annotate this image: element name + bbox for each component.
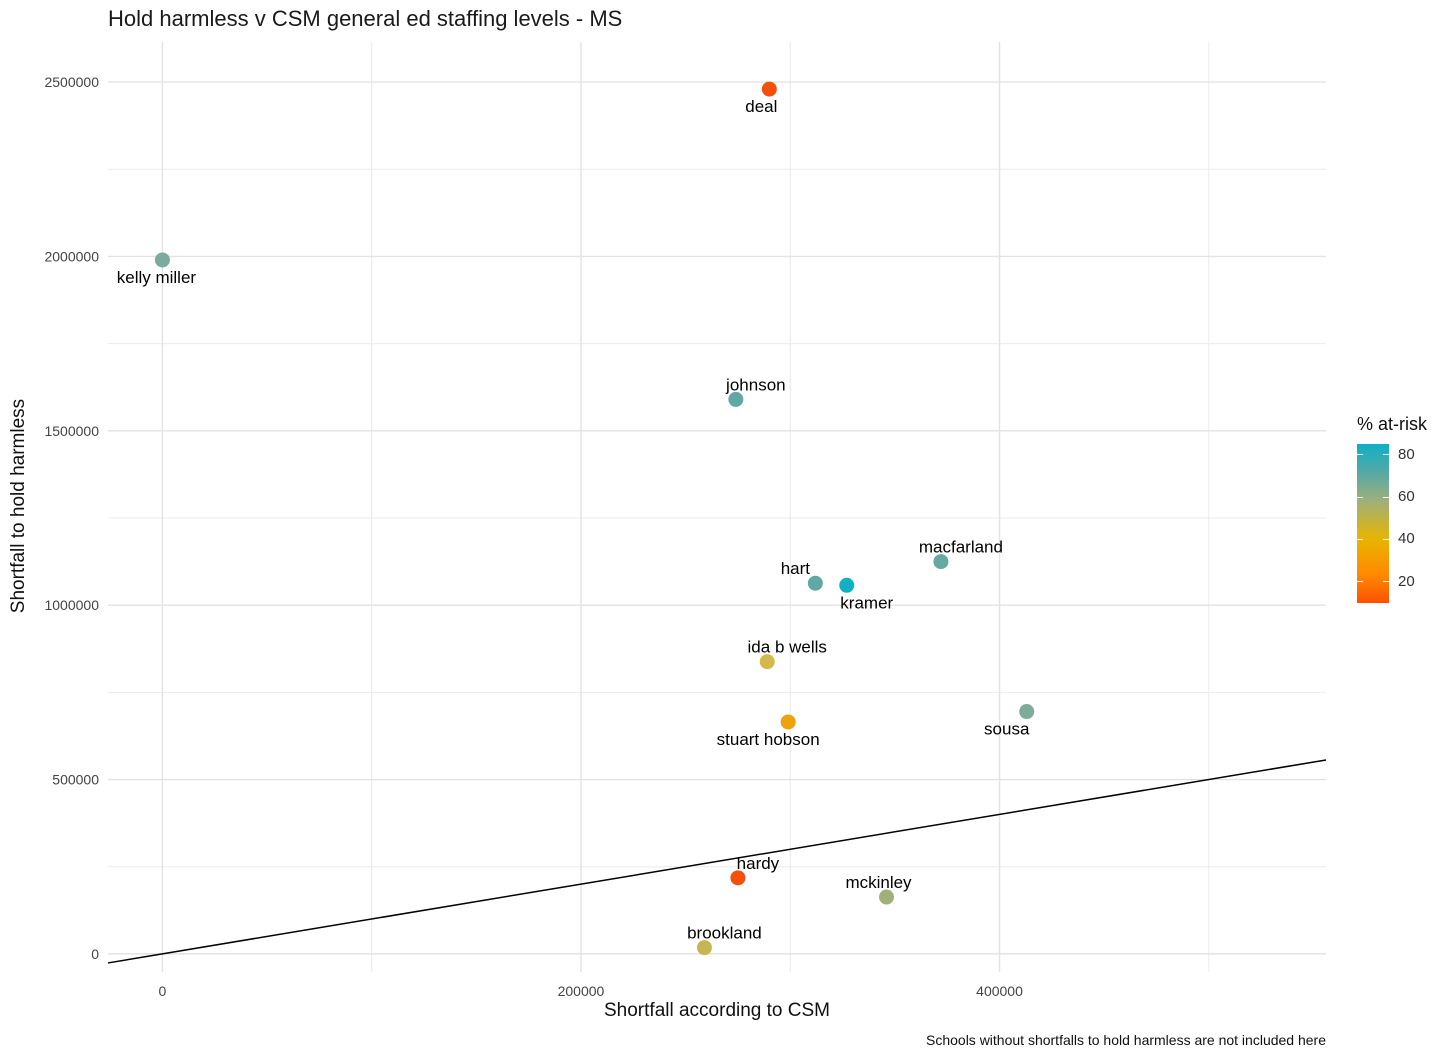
x-axis-label: Shortfall according to CSM [604,1000,830,1021]
point-label: brookland [687,924,762,943]
legend-tick-label: 60 [1398,488,1415,505]
y-tick-label: 1000000 [44,597,99,613]
point-label: kelly miller [117,268,197,287]
point-label: macfarland [919,538,1003,557]
data-point [780,714,796,730]
axis-tick-labels: 0 200000 400000 0 500000 1000000 1500000 200000… [44,74,1023,999]
point-label: deal [745,97,777,116]
grid-lines [108,42,1326,972]
legend-tick-label: 20 [1398,572,1415,590]
legend-tick-label: 40 [1398,530,1415,548]
legend-title: % at-risk [1357,414,1428,434]
y-tick-label: 500000 [52,772,99,788]
data-point [807,575,823,591]
point-labels: deal kelly miller johnson hart kramer macfarl… [117,97,1030,943]
chart-caption: Schools without shortfalls to hold harml… [926,1032,1326,1048]
y-tick-label: 2500000 [44,74,99,90]
data-point [154,252,170,268]
data-point [728,391,744,407]
y-tick-label: 1500000 [44,423,99,439]
x-tick-label: 200000 [558,983,605,999]
y-tick-label: 2000000 [44,248,99,264]
data-point [759,654,775,670]
data-point [933,554,949,570]
point-label: hart [781,559,811,578]
data-points [154,81,1035,956]
point-label: mckinley [845,873,912,892]
point-label: ida b wells [748,638,827,657]
reference-line [107,759,1327,964]
reference-line-y-equals-x [107,759,1327,964]
data-point [730,870,746,886]
x-tick-label: 400000 [976,983,1023,999]
data-point [839,577,855,593]
data-point [879,889,895,905]
y-axis-label: Shortfall to hold harmless [8,398,29,614]
y-tick-label: 0 [91,946,99,962]
legend-color-bar [1357,444,1389,603]
chart-title: Hold harmless v CSM general ed staffing … [108,6,623,31]
data-point [696,940,712,956]
data-point [761,81,777,97]
point-label: stuart hobson [717,730,820,749]
data-point [1019,704,1035,720]
x-tick-label: 0 [159,983,167,999]
point-label: johnson [725,375,786,394]
point-label: hardy [737,854,780,873]
point-label: kramer [840,593,893,612]
legend-tick-label: 80 [1398,445,1415,463]
point-label: sousa [984,720,1030,739]
